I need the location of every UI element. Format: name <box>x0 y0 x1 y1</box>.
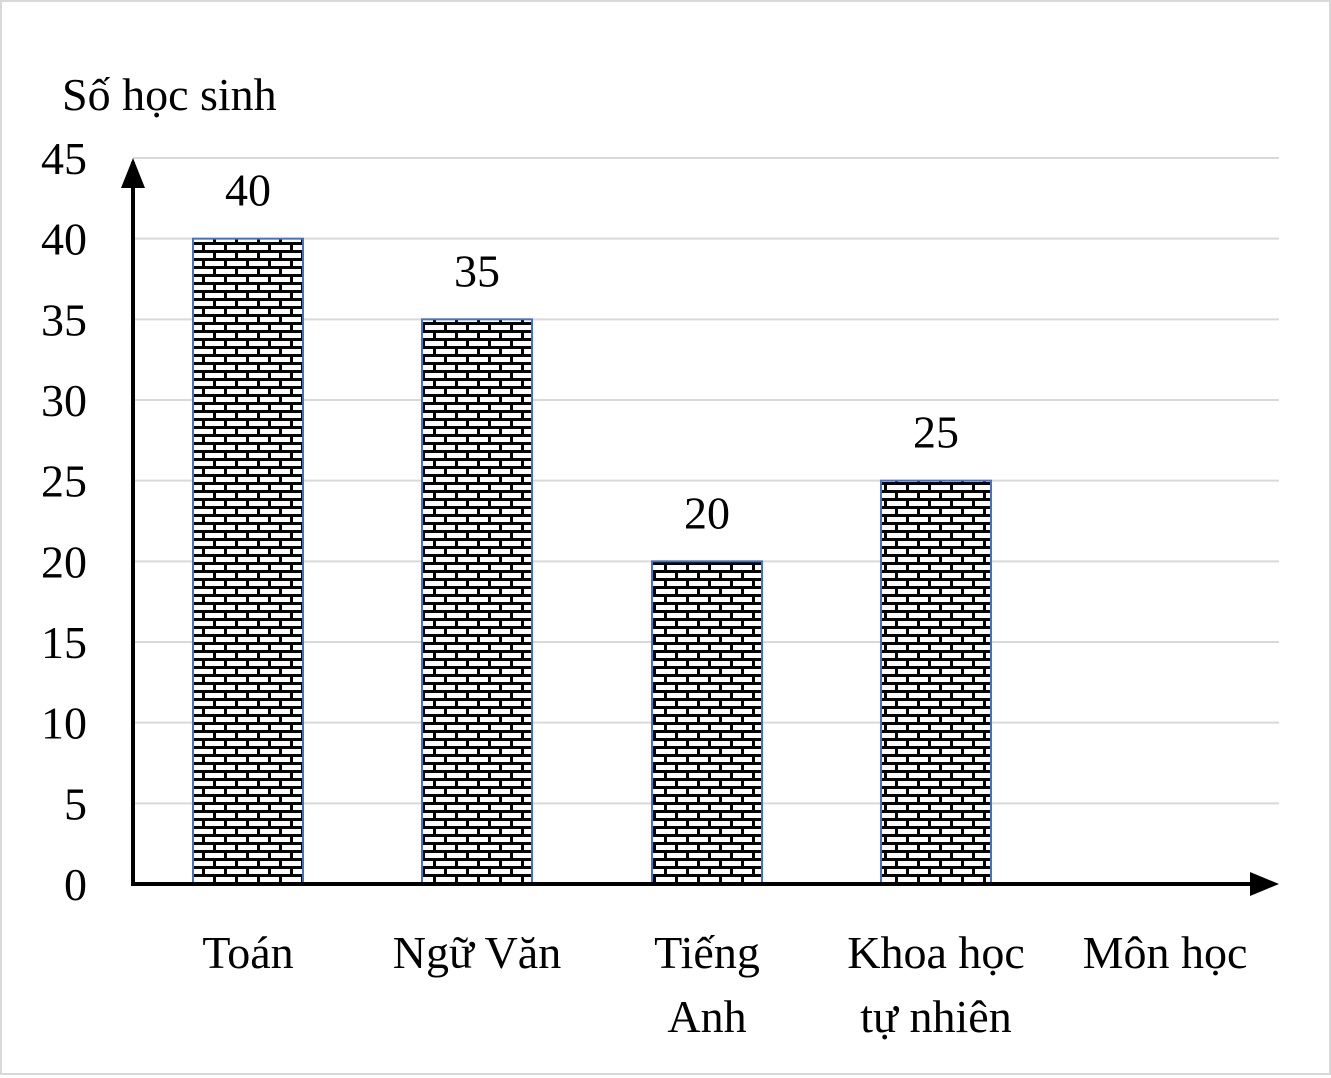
y-tick-label: 5 <box>64 778 87 829</box>
bars <box>192 237 992 886</box>
category-label: Ngữ Văn <box>393 927 561 978</box>
data-label: 35 <box>454 245 500 296</box>
y-tick-label: 10 <box>41 698 87 749</box>
category-label: tự nhiên <box>860 991 1011 1042</box>
y-tick-label: 20 <box>41 536 87 587</box>
y-tick-label: 15 <box>41 617 87 668</box>
data-label: 25 <box>913 407 959 458</box>
y-tick-label: 25 <box>41 456 87 507</box>
data-labels: 40 35 20 25 <box>225 165 959 539</box>
y-tick-label: 35 <box>41 294 87 345</box>
x-axis-arrow <box>1250 872 1279 896</box>
y-tick-label: 0 <box>64 859 87 910</box>
category-label: Tiếng <box>654 927 760 978</box>
data-label: 40 <box>225 165 271 216</box>
bar <box>880 479 992 885</box>
y-tick-label: 40 <box>41 214 87 265</box>
bar <box>421 318 533 886</box>
category-label: Khoa học <box>847 927 1025 978</box>
y-axis-arrow <box>121 158 145 188</box>
y-tick-labels: 0 5 10 15 20 25 30 35 40 45 <box>41 133 87 910</box>
y-tick-label: 30 <box>41 375 87 426</box>
y-tick-label: 45 <box>41 133 87 184</box>
category-label: Toán <box>202 927 293 978</box>
category-label: Anh <box>667 991 746 1042</box>
bar <box>651 560 763 885</box>
y-axis-title: Số học sinh <box>62 69 277 120</box>
x-axis-title: Môn học <box>1083 927 1248 978</box>
gridlines <box>133 157 1279 805</box>
data-label: 20 <box>684 487 730 538</box>
bar <box>192 237 304 885</box>
category-labels: Toán Ngữ Văn Tiếng Anh Khoa học tự nhiên <box>202 927 1024 1042</box>
